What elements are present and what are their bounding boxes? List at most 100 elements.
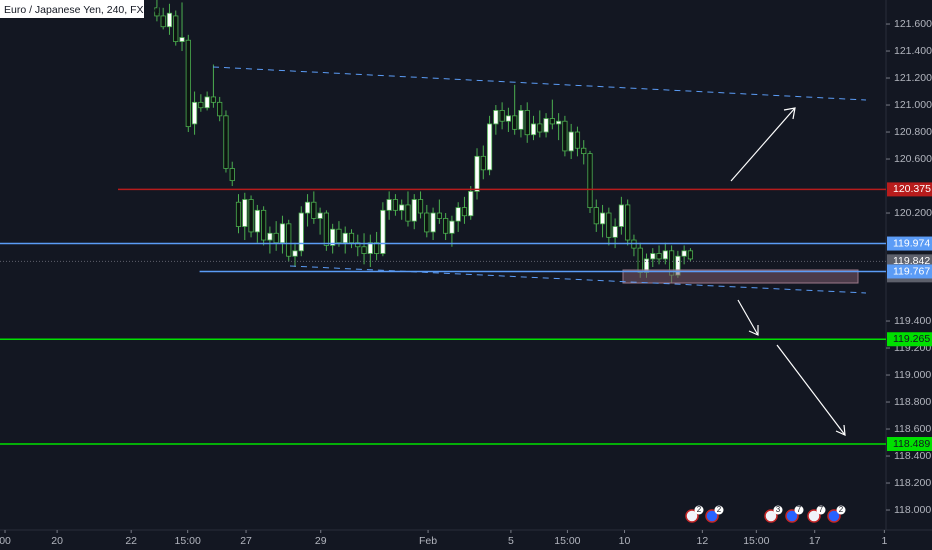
x-tick-label: 00 (0, 535, 11, 547)
event-icon (685, 509, 699, 523)
chart-title: Euro / Japanese Yen, 240, FXCM (4, 4, 160, 16)
event-count: 2 (839, 505, 844, 514)
candle-body (279, 223, 286, 244)
candle-body (242, 199, 248, 227)
y-tick-label: 121.000 (894, 99, 932, 111)
candle-body (474, 155, 480, 192)
x-tick-label: 20 (51, 535, 63, 547)
candle-body (436, 212, 442, 219)
candle-body (549, 118, 555, 125)
candle-body (574, 131, 581, 149)
x-tick-label: 15:00 (175, 535, 201, 547)
candle-body (562, 120, 568, 152)
candle-body (330, 228, 336, 246)
y-tick-label: 121.600 (894, 18, 932, 30)
candle-body (223, 115, 229, 169)
event-badge (836, 505, 846, 515)
candle-body (380, 209, 386, 254)
candle-body (461, 207, 468, 217)
candle-body (173, 15, 179, 42)
candle-body (355, 242, 361, 248)
candle-body (512, 115, 518, 130)
price-label-bg (887, 332, 932, 347)
candle-body (399, 204, 405, 211)
event-badge (816, 505, 826, 515)
y-tick-label: 121.400 (894, 45, 932, 57)
candle-body (612, 226, 618, 238)
event-badge (714, 505, 724, 515)
candle-body (367, 242, 373, 254)
x-tick-label: 5 (508, 535, 514, 547)
event-count: 7 (819, 505, 824, 514)
event-icon (764, 509, 778, 523)
event-icon (785, 509, 799, 523)
candle-body (235, 201, 242, 227)
price-label: 119.974 (893, 237, 930, 249)
event-count: 7 (797, 505, 802, 514)
y-tick-label: 118.400 (894, 450, 931, 462)
candle-body (229, 168, 235, 182)
x-tick-label: 15:00 (743, 535, 769, 547)
x-tick-label: 12 (697, 535, 709, 547)
event-badge (694, 505, 704, 515)
y-tick-label: 119.000 (894, 369, 931, 381)
candle-body (587, 153, 593, 209)
event-count: 2 (697, 505, 702, 514)
candle-body (198, 101, 204, 109)
price-label: 119.767 (893, 265, 930, 277)
candle-body (210, 96, 217, 103)
y-tick-label: 119.400 (894, 315, 931, 327)
zone-box (622, 269, 859, 284)
event-icon (827, 509, 841, 523)
candle-body (292, 250, 298, 257)
candle-body (342, 232, 348, 244)
price-label: 120.375 (893, 183, 931, 195)
y-tick-label: 120.800 (894, 126, 932, 138)
x-tick-label: 17 (809, 535, 821, 547)
y-tick-label: 121.200 (894, 72, 932, 84)
candle-body (248, 199, 254, 233)
candle-body (417, 199, 424, 214)
price-label-bg (887, 182, 932, 197)
y-tick-label: 120.600 (894, 153, 932, 165)
candle-body (191, 101, 198, 125)
candle-body (518, 110, 524, 130)
candle-body (499, 110, 505, 122)
candle-body (493, 110, 499, 125)
x-tick-label: Feb (419, 535, 437, 547)
y-tick-label: 118.600 (894, 423, 931, 435)
event-badge (773, 505, 783, 515)
candle-body (524, 110, 530, 136)
event-count: 3 (776, 505, 781, 514)
y-tick-label: 118.800 (894, 396, 931, 408)
trend-line (212, 66, 867, 101)
candle-body (204, 96, 210, 109)
y-tick-label: 118.000 (894, 504, 931, 516)
candle-body (185, 39, 191, 128)
candle-body (273, 232, 279, 244)
candle-body (348, 232, 355, 244)
candle-body (681, 250, 687, 257)
candle-body (581, 147, 587, 155)
x-tick-label: 10 (619, 535, 631, 547)
candle-body (687, 250, 694, 260)
candle-body (443, 218, 449, 234)
arrows (730, 107, 846, 436)
candle-body (505, 115, 512, 122)
x-tick-label: 1 (881, 535, 887, 547)
plot-area (154, 0, 694, 284)
candle-body (530, 123, 537, 136)
title-bg (0, 0, 144, 18)
candle-body (392, 199, 399, 211)
candle-body (336, 228, 342, 244)
candle-body (543, 118, 549, 133)
candle-body (286, 223, 292, 257)
candle-body (455, 207, 461, 222)
candle-body (568, 131, 574, 152)
candle-body (449, 220, 455, 234)
price-label: 119.842 (893, 255, 930, 267)
y-tick-label: 120.200 (894, 207, 932, 219)
candle-body (386, 199, 392, 211)
price-label-bg (887, 437, 932, 452)
